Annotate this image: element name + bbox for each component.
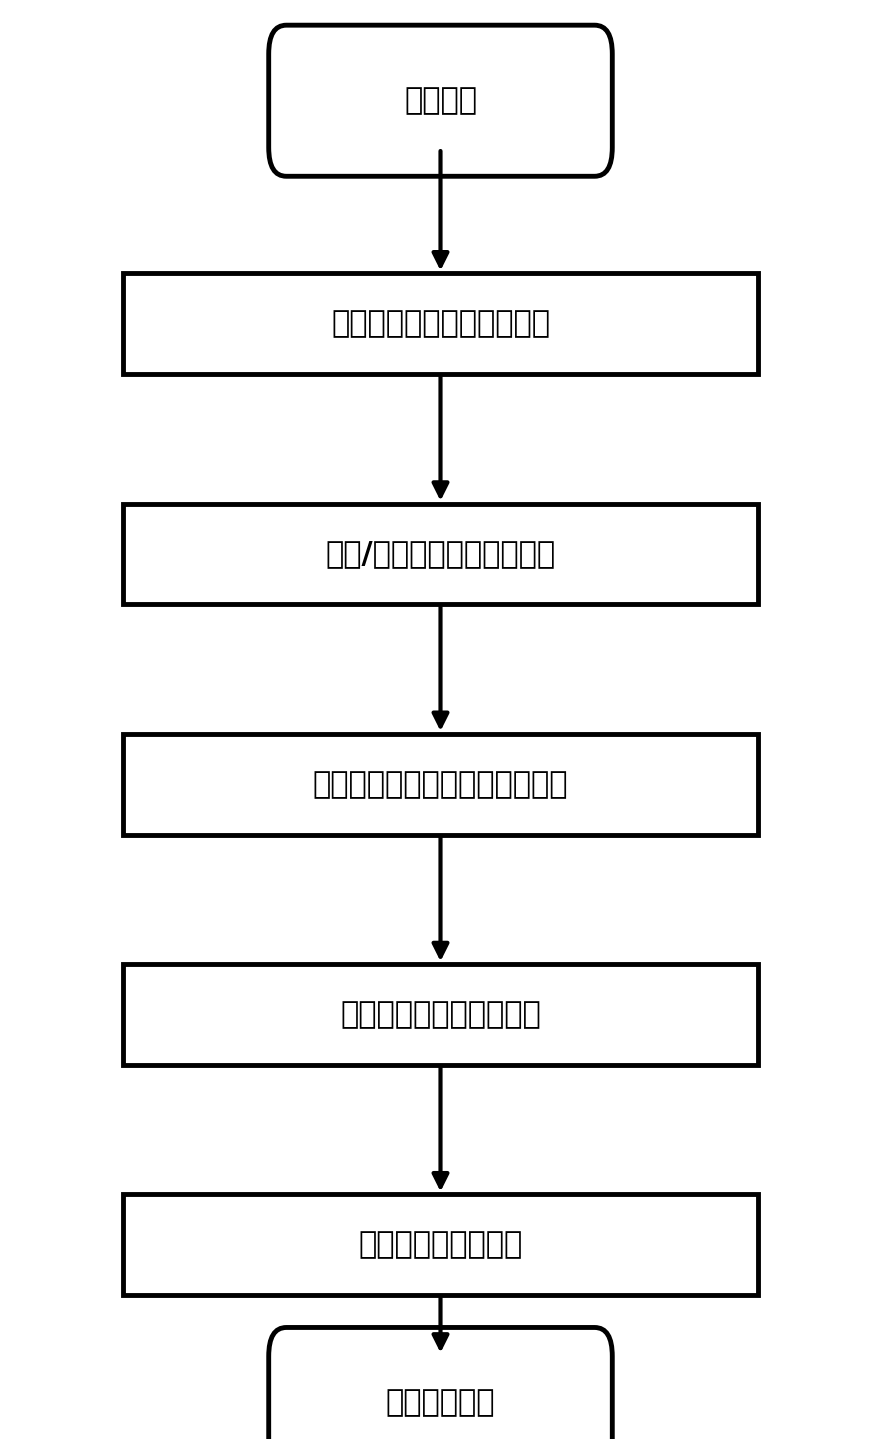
FancyBboxPatch shape: [123, 964, 758, 1065]
Text: 待测蓄电池和充电装置连接: 待测蓄电池和充电装置连接: [331, 309, 550, 338]
FancyBboxPatch shape: [123, 734, 758, 835]
Text: 采集蓄电池上的电压和电流信号: 采集蓄电池上的电压和电流信号: [313, 770, 568, 799]
FancyBboxPatch shape: [123, 504, 758, 604]
Text: 充电/放电产生电流阶跃信号: 充电/放电产生电流阶跃信号: [325, 540, 556, 568]
FancyBboxPatch shape: [123, 273, 758, 374]
Text: 电压、电流小波系数计算: 电压、电流小波系数计算: [340, 1000, 541, 1029]
Text: 测量开始: 测量开始: [404, 86, 477, 115]
Text: 结束阻抗测量: 结束阻抗测量: [386, 1389, 495, 1417]
FancyBboxPatch shape: [269, 1327, 612, 1439]
Text: 获取待测蓄电池阻抗: 获取待测蓄电池阻抗: [359, 1230, 522, 1259]
FancyBboxPatch shape: [123, 1194, 758, 1295]
FancyBboxPatch shape: [269, 24, 612, 176]
